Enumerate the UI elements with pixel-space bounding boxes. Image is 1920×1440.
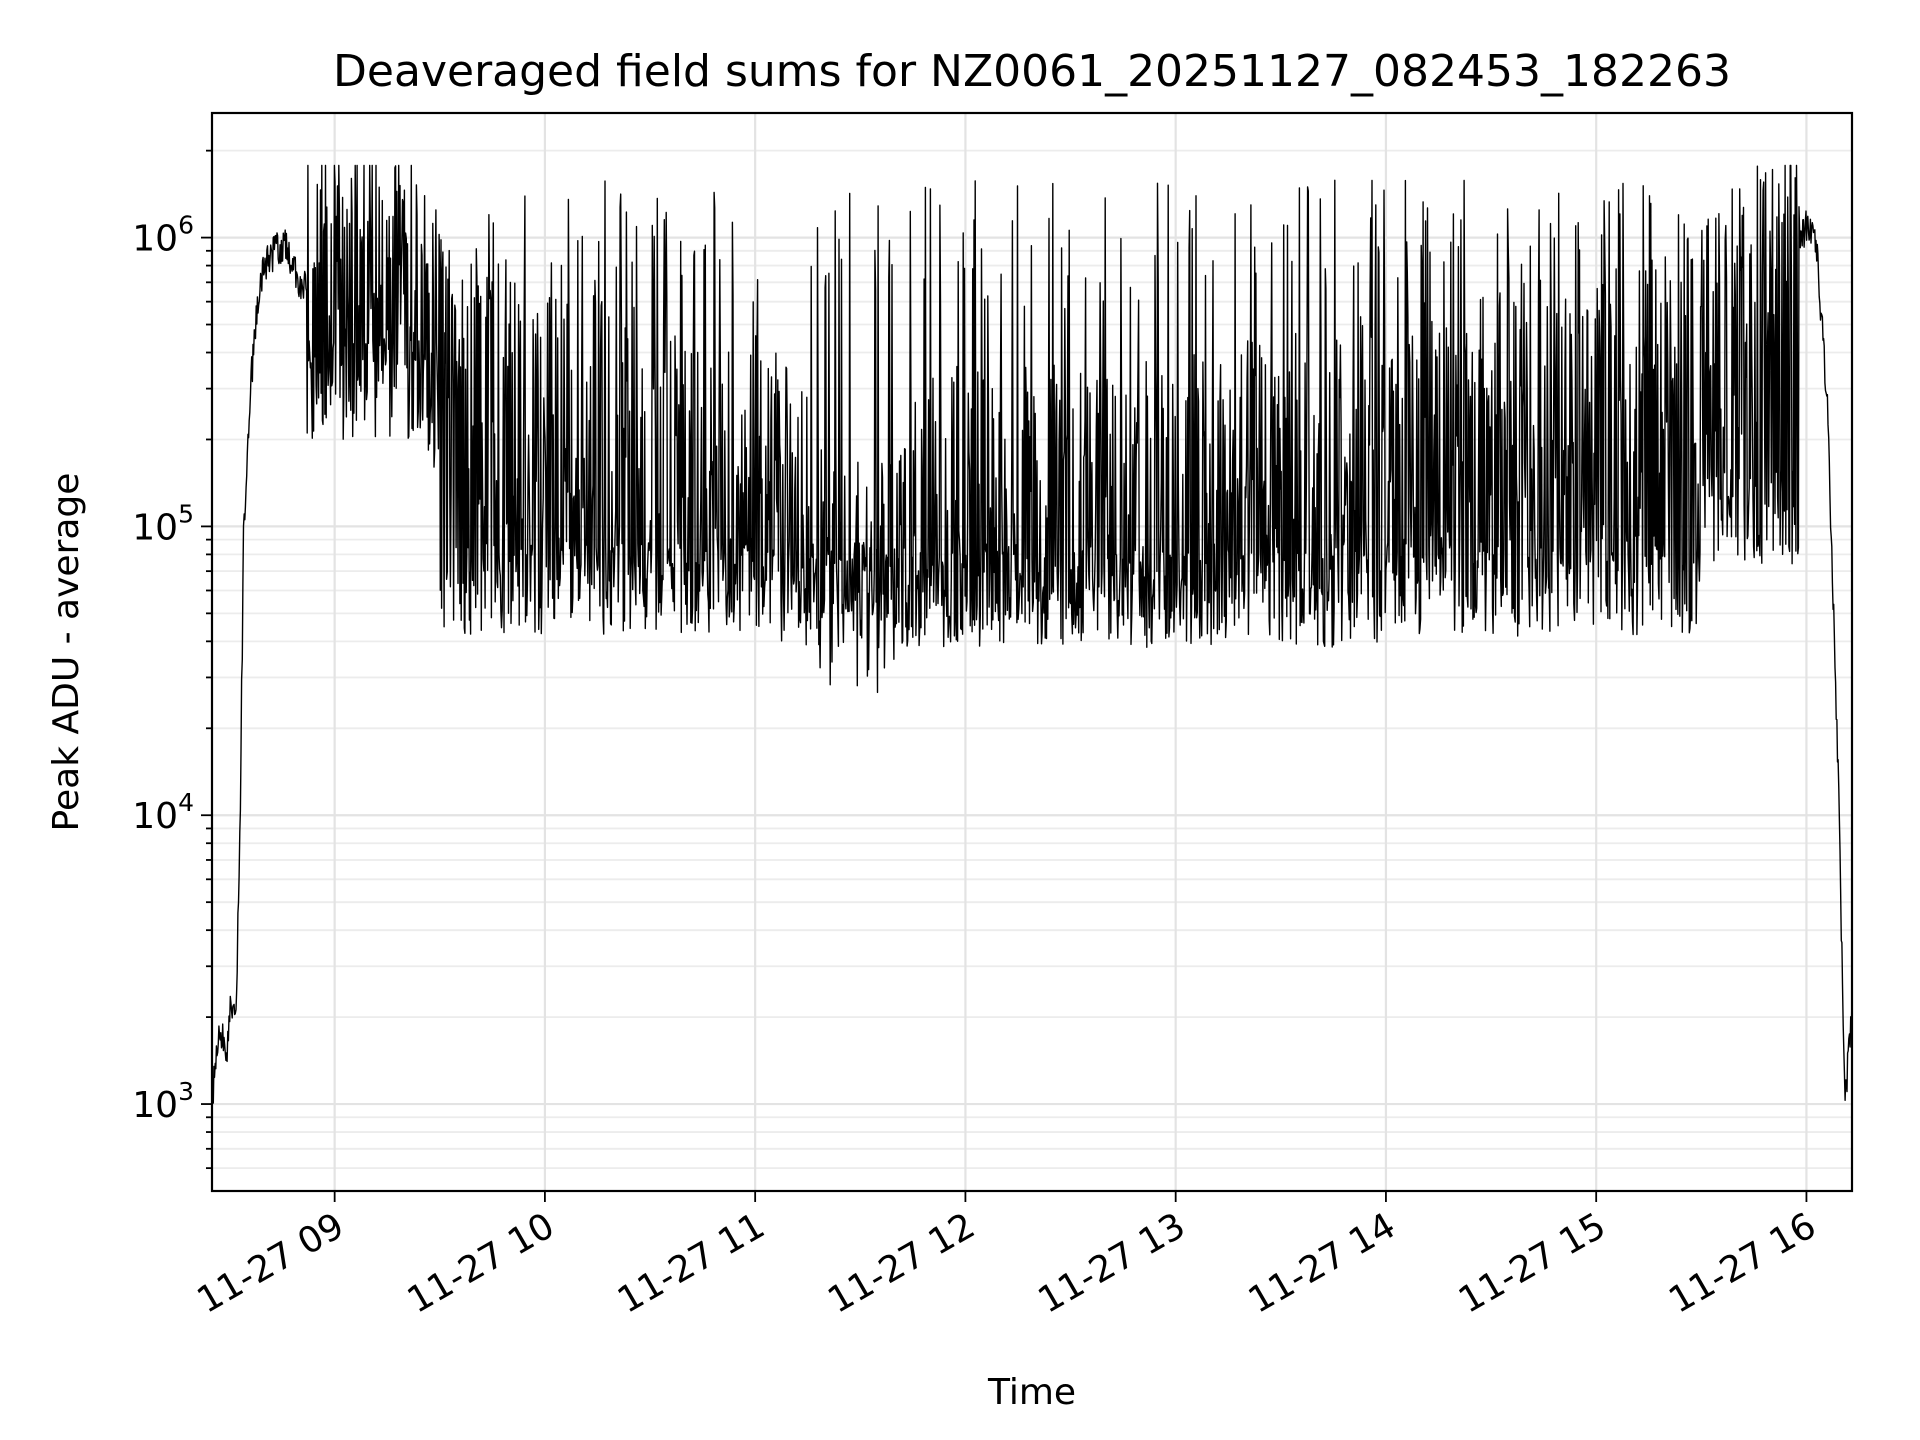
series-line-0 <box>211 164 1853 1104</box>
x-tick-label: 11-27 13 <box>1032 1205 1193 1321</box>
x-tick-label: 11-27 16 <box>1662 1205 1823 1321</box>
x-tick-label: 11-27 09 <box>190 1205 351 1321</box>
y-axis-label: Peak ADU - average <box>46 473 87 832</box>
series-layer <box>211 164 1853 1104</box>
plot-frame <box>210 111 1854 1193</box>
x-tick-label: 11-27 11 <box>611 1205 772 1321</box>
y-tick-label: 106 <box>132 211 194 260</box>
x-tick-label: 11-27 15 <box>1452 1205 1613 1321</box>
y-tick-label: 105 <box>132 499 194 548</box>
y-tick-label: 103 <box>132 1077 194 1126</box>
x-tick-label: 11-27 14 <box>1242 1205 1403 1321</box>
x-axis-label: Time <box>987 1372 1076 1413</box>
x-tick-label: 11-27 10 <box>401 1205 562 1321</box>
x-tick-label: 11-27 12 <box>821 1205 982 1321</box>
chart-title: Deaveraged field sums for NZ0061_2025112… <box>333 46 1731 97</box>
y-tick-label: 104 <box>132 788 194 837</box>
